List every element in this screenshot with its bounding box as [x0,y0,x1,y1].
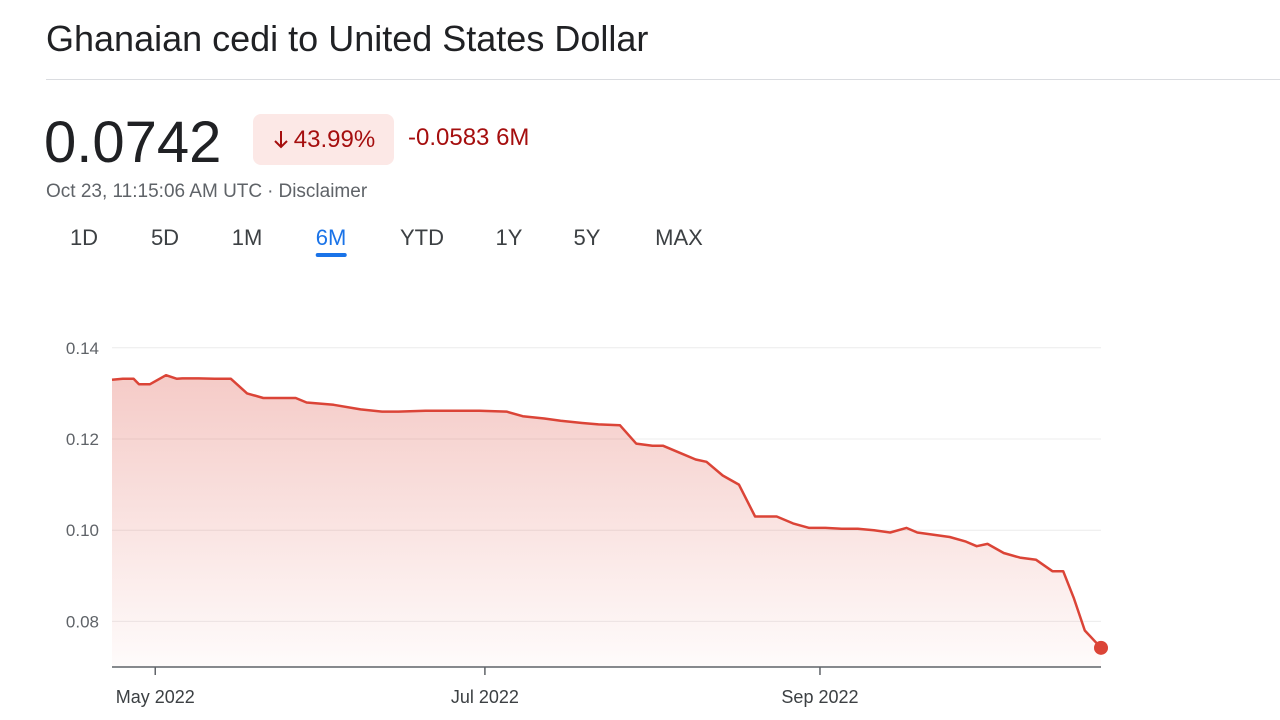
x-tick-label: Jul 2022 [451,687,519,707]
change-value: -0.0583 6M [408,124,530,151]
price-chart: 0.08 0.10 0.12 0.14 May 2022 Jul 2022 Sep 2022 [66,339,1108,707]
change-percent: 43.99% [293,125,376,153]
meta-separator: · [267,181,274,202]
header-divider [46,79,1280,80]
change-percent-badge: 43.99% [253,114,394,165]
current-price: 0.0742 [44,110,222,175]
tab-5d[interactable]: 5D [150,225,180,250]
y-tick-label: 0.08 [66,612,99,631]
disclaimer-link[interactable]: Disclaimer [278,181,368,202]
tab-6m[interactable]: 6M [315,222,346,257]
last-point-marker [1094,640,1108,655]
y-tick-label: 0.14 [66,339,99,358]
page-title: Ghanaian cedi to United States Dollar [46,18,649,59]
y-tick-label: 0.10 [66,521,99,540]
tab-1y[interactable]: 1Y [495,225,523,250]
timestamp: Oct 23, 11:15:06 AM UTC [46,181,263,202]
quote-meta: Oct 23, 11:15:06 AM UTC · Disclaimer [46,181,367,203]
tab-ytd[interactable]: YTD [400,225,444,250]
x-tick-label: Sep 2022 [781,687,858,707]
tab-max[interactable]: MAX [655,225,703,250]
series-area [112,375,1101,667]
arrow-down-icon [274,130,288,148]
tab-1d[interactable]: 1D [69,225,99,250]
y-tick-label: 0.12 [66,430,99,449]
x-tick-label: May 2022 [116,687,195,707]
series-line [111,373,1102,649]
tab-1m[interactable]: 1M [231,225,263,250]
tab-5y[interactable]: 5Y [573,225,601,250]
